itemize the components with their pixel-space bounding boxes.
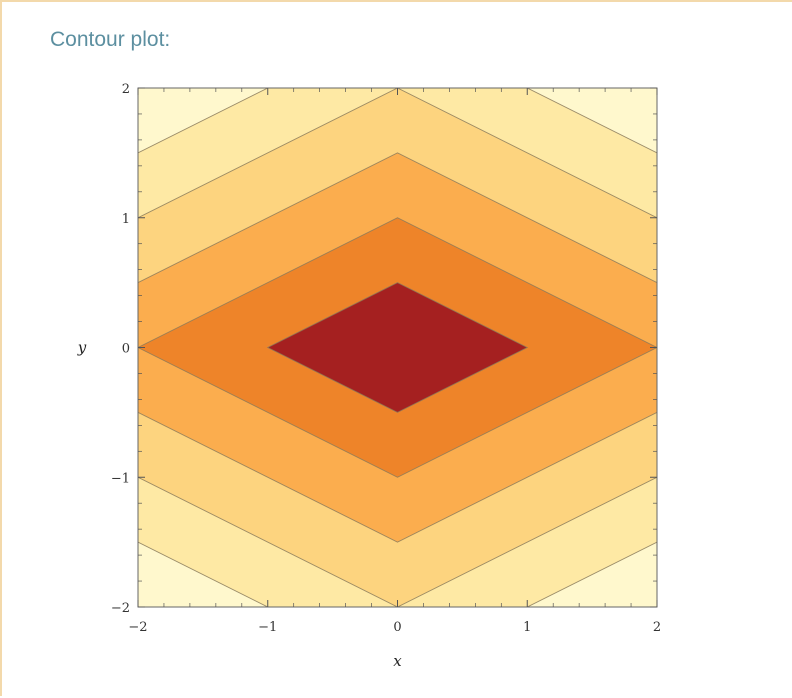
y-tick-label: −1 — [111, 471, 130, 486]
contour-band-level-0 — [266, 282, 529, 413]
x-tick-label: 0 — [393, 620, 401, 635]
y-tick-label: 0 — [122, 342, 130, 357]
y-axis-label: y — [77, 339, 87, 357]
axis-labels: −2 −1 0 1 2 −2 −1 0 1 2 x y — [77, 82, 661, 670]
x-axis-label: x — [393, 652, 402, 670]
x-tick-label: −1 — [258, 620, 277, 635]
y-tick-label: 1 — [122, 212, 130, 227]
contour-bands — [138, 88, 657, 607]
y-tick-label: 2 — [122, 82, 130, 97]
output-heading: Contour plot: — [50, 28, 171, 51]
y-tick-label: −2 — [111, 601, 130, 616]
x-tick-label: 2 — [653, 620, 661, 635]
x-tick-label: 1 — [523, 620, 531, 635]
axis-ticks — [137, 87, 658, 608]
x-tick-label: −2 — [128, 620, 147, 635]
